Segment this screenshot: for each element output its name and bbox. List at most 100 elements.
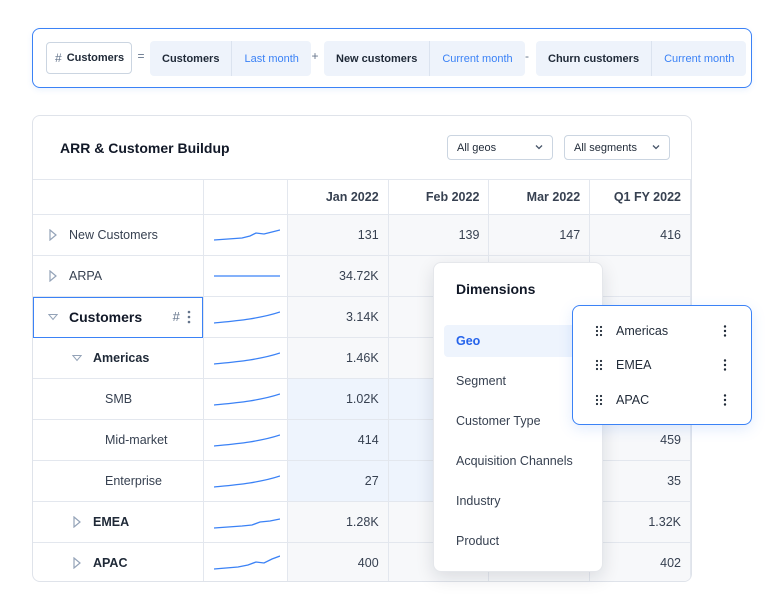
row-label-smb[interactable]: SMB: [33, 378, 204, 420]
hash-icon[interactable]: #: [172, 309, 180, 324]
drag-handle-icon[interactable]: [595, 394, 603, 406]
row-label-enterprise[interactable]: Enterprise: [33, 460, 204, 502]
formula-result-label: Customers: [66, 52, 125, 64]
row-label-customers[interactable]: Customers #: [33, 296, 204, 338]
drag-handle-icon[interactable]: [595, 359, 603, 371]
collapse-triangle-icon[interactable]: [48, 311, 58, 323]
row-label-text: APAC: [93, 556, 128, 570]
value-cell[interactable]: 1.32K: [589, 501, 691, 543]
value-cell[interactable]: 459: [589, 419, 691, 461]
value-cell[interactable]: 131: [286, 214, 389, 256]
column-header[interactable]: Feb 2022: [387, 179, 490, 215]
value-cell[interactable]: 400: [286, 542, 389, 581]
sparkline-cell: [202, 419, 288, 461]
geo-values-popover: Americas EMEA APAC: [572, 305, 752, 425]
value-cell[interactable]: 402: [589, 542, 691, 581]
value-cell[interactable]: [589, 255, 691, 297]
value-cell[interactable]: 416: [589, 214, 691, 256]
drag-handle-icon[interactable]: [595, 325, 603, 337]
row-label-text: Mid-market: [105, 433, 168, 447]
equals-operator: =: [137, 49, 145, 63]
sparkline: [213, 311, 280, 324]
term-period[interactable]: Last month: [244, 52, 299, 65]
term-metric[interactable]: Churn customers: [536, 41, 653, 76]
dimension-item-customer-type[interactable]: Customer Type: [456, 414, 541, 428]
geo-value-label: EMEA: [616, 358, 652, 372]
kebab-menu-icon[interactable]: [187, 310, 191, 324]
sparkline: [213, 518, 280, 529]
row-label-text: Customers: [69, 309, 143, 325]
table-header-row: Jan 2022 Feb 2022 Mar 2022 Q1 FY 2022: [33, 179, 691, 215]
formula-bar[interactable]: # Customers = Customers Last month + New…: [32, 28, 752, 88]
dimension-item-segment[interactable]: Segment: [456, 374, 507, 388]
row-label-apac[interactable]: APAC: [33, 542, 204, 581]
chevron-down-icon: [652, 145, 660, 150]
row-tools: #: [173, 309, 191, 324]
formula-term-new-customers[interactable]: New customers Current month: [324, 41, 525, 76]
value-cell[interactable]: 1.02K: [286, 378, 389, 420]
row-label-emea[interactable]: EMEA: [33, 501, 204, 543]
geo-value-item[interactable]: Americas: [573, 316, 751, 346]
row-label-text: New Customers: [69, 228, 158, 242]
kebab-menu-icon[interactable]: [723, 359, 727, 371]
dimension-item-acquisition-channels[interactable]: Acquisition Channels: [456, 454, 573, 468]
term-period[interactable]: Current month: [664, 52, 735, 65]
segment-filter-select[interactable]: All segments: [564, 135, 670, 160]
sparkline: [213, 475, 280, 488]
column-header[interactable]: Q1 FY 2022: [589, 179, 691, 215]
kebab-menu-icon[interactable]: [723, 325, 727, 337]
sparkline-cell: [202, 542, 288, 581]
value-cell[interactable]: 147: [488, 214, 591, 256]
value-cell[interactable]: 414: [286, 419, 389, 461]
chevron-down-icon: [535, 145, 543, 150]
minus-operator: -: [525, 49, 529, 63]
dimension-item-industry[interactable]: Industry: [456, 494, 501, 508]
hash-icon: #: [55, 51, 62, 65]
value-cell[interactable]: 1.28K: [286, 501, 389, 543]
row-label-mid-market[interactable]: Mid-market: [33, 419, 204, 461]
sparkline-cell: [202, 378, 288, 420]
value-cell[interactable]: 34.72K: [286, 255, 389, 297]
card-header: ARR & Customer Buildup All geos All segm…: [33, 116, 691, 180]
expand-triangle-icon[interactable]: [72, 516, 82, 528]
geo-value-label: Americas: [616, 324, 669, 338]
row-label-americas[interactable]: Americas: [33, 337, 204, 379]
plus-operator: +: [311, 49, 319, 63]
formula-term-customers[interactable]: Customers Last month: [150, 41, 311, 76]
formula-term-churn-customers[interactable]: Churn customers Current month: [536, 41, 747, 76]
value-cell[interactable]: 35: [589, 460, 691, 502]
geo-filter-value: All geos: [457, 141, 497, 154]
geo-value-item[interactable]: APAC: [573, 385, 751, 415]
value-cell[interactable]: 27: [286, 460, 389, 502]
expand-triangle-icon[interactable]: [48, 229, 58, 241]
formula-result-chip[interactable]: # Customers: [46, 42, 132, 74]
sparkline-cell: [202, 337, 288, 379]
expand-triangle-icon[interactable]: [72, 557, 82, 569]
dimension-item-product[interactable]: Product: [456, 534, 500, 548]
kebab-menu-icon[interactable]: [723, 394, 727, 406]
row-label-new-customers[interactable]: New Customers: [33, 214, 204, 256]
geo-filter-select[interactable]: All geos: [447, 135, 553, 160]
segment-filter-value: All segments: [574, 141, 637, 154]
column-header[interactable]: Mar 2022: [488, 179, 591, 215]
collapse-triangle-icon[interactable]: [72, 352, 82, 364]
sparkline: [213, 555, 280, 570]
sparkline: [213, 229, 280, 241]
expand-triangle-icon[interactable]: [48, 270, 58, 282]
value-cell[interactable]: 3.14K: [286, 296, 389, 338]
value-cell[interactable]: 1.46K: [286, 337, 389, 379]
geo-value-item[interactable]: EMEA: [573, 350, 751, 380]
term-metric[interactable]: Customers: [150, 41, 233, 76]
sparkline: [213, 275, 280, 277]
term-period[interactable]: Current month: [442, 52, 513, 65]
term-metric[interactable]: New customers: [324, 41, 431, 76]
sparkline-cell: [202, 501, 288, 543]
row-label-text: Enterprise: [105, 474, 162, 488]
row-label-text: Americas: [93, 351, 150, 365]
value-cell[interactable]: 139: [387, 214, 490, 256]
dimension-item-geo[interactable]: Geo: [444, 325, 594, 357]
row-label-arpa[interactable]: ARPA: [33, 255, 204, 297]
row-label-text: ARPA: [69, 269, 103, 283]
sparkline: [213, 434, 280, 447]
column-header[interactable]: Jan 2022: [286, 179, 389, 215]
